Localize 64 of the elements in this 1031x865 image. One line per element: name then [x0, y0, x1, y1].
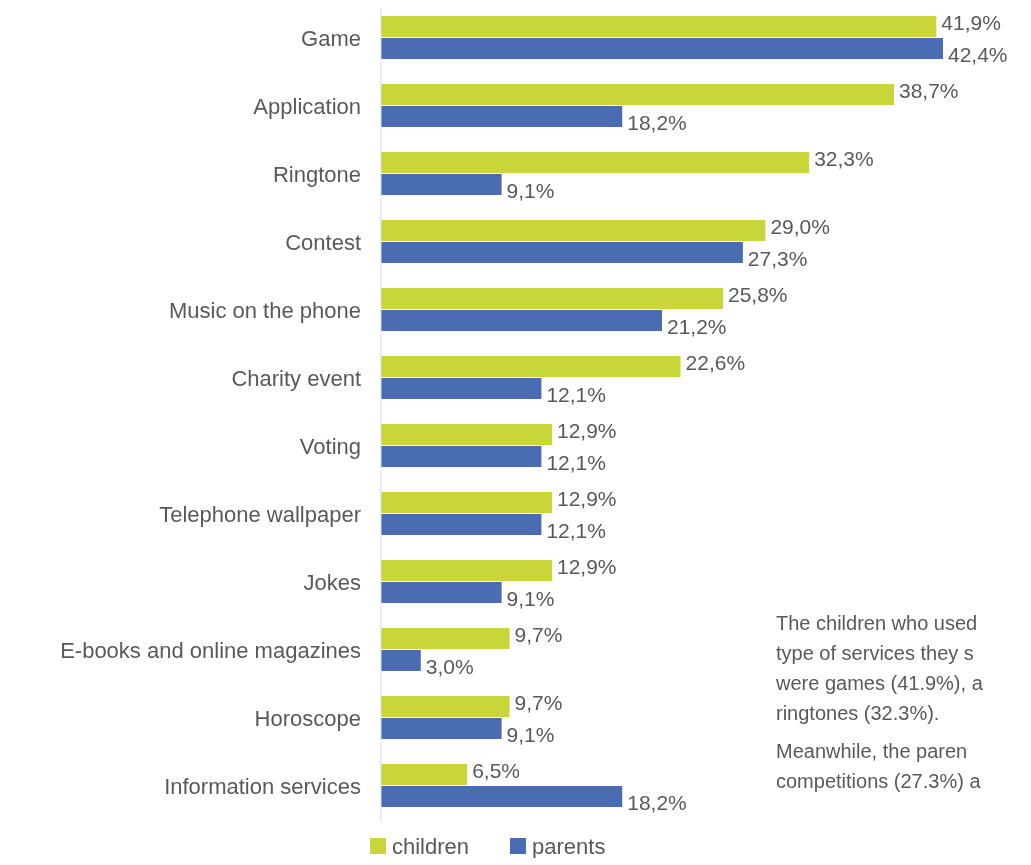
data-label: 9,1%	[506, 723, 555, 747]
bar	[381, 492, 552, 513]
data-label: 27,3%	[747, 247, 808, 271]
data-label: 18,2%	[627, 791, 687, 815]
data-label: 18,2%	[627, 111, 687, 135]
bar	[381, 764, 468, 785]
data-label: 12,9%	[556, 487, 617, 511]
bar	[381, 514, 542, 535]
bar	[381, 696, 510, 717]
data-label: 42,4%	[948, 43, 1008, 67]
data-label: 9,1%	[506, 179, 555, 203]
data-label: 12,1%	[546, 519, 606, 543]
data-label: 12,1%	[546, 383, 606, 407]
bar	[381, 152, 810, 173]
y-tick-label: Music on the phone	[168, 297, 361, 323]
data-label: 12,9%	[556, 555, 617, 579]
bar	[381, 106, 623, 127]
bar	[381, 446, 542, 467]
data-label: 9,1%	[506, 587, 555, 611]
y-tick-label: Game	[301, 25, 361, 51]
data-label: 21,2%	[667, 315, 727, 339]
bar	[381, 424, 552, 445]
bar	[381, 38, 943, 59]
bar	[381, 378, 542, 399]
data-label: 9,7%	[514, 691, 563, 715]
y-tick-label: E-books and online magazines	[60, 637, 361, 663]
data-label: 12,1%	[546, 451, 606, 475]
y-tick-label: Jokes	[303, 569, 361, 595]
bar	[381, 718, 502, 739]
bar	[381, 560, 552, 581]
y-tick-label: Information services	[164, 773, 361, 799]
y-tick-label: Telephone wallpaper	[159, 501, 361, 527]
data-label: 25,8%	[727, 283, 788, 307]
data-label: 12,9%	[556, 419, 617, 443]
bar	[381, 628, 510, 649]
y-tick-label: Horoscope	[254, 705, 361, 731]
annotation: Meanwhile, the paren competitions (27.3%) a	[776, 740, 982, 792]
data-label: 32,3%	[814, 147, 874, 171]
y-tick-label: Ringtone	[272, 161, 361, 187]
data-label: 22,6%	[685, 351, 746, 375]
bar	[381, 242, 743, 263]
bar	[381, 220, 766, 241]
bar	[381, 84, 894, 105]
bar	[381, 310, 662, 331]
legend-label: children	[392, 833, 470, 859]
legend-label: parents	[532, 833, 606, 859]
data-label: 9,7%	[514, 623, 563, 647]
bar	[381, 582, 502, 603]
bar	[381, 650, 421, 671]
data-label: 38,7%	[898, 79, 959, 103]
data-label: 29,0%	[770, 215, 830, 239]
data-label: 41,9%	[941, 11, 1001, 35]
annotation: The children who used type of services they s were games (41.9%), a ringtones (32.3%).	[775, 612, 984, 724]
bar	[381, 16, 937, 37]
data-label: 3,0%	[425, 655, 474, 679]
bar	[381, 174, 502, 195]
y-tick-label: Voting	[299, 433, 361, 459]
y-tick-label: Application	[253, 93, 361, 119]
y-tick-label: Contest	[285, 229, 361, 255]
bar	[381, 786, 623, 807]
bar	[381, 288, 723, 309]
bar	[381, 356, 681, 377]
data-label: 6,5%	[472, 759, 521, 783]
y-tick-label: Charity event	[231, 365, 361, 391]
